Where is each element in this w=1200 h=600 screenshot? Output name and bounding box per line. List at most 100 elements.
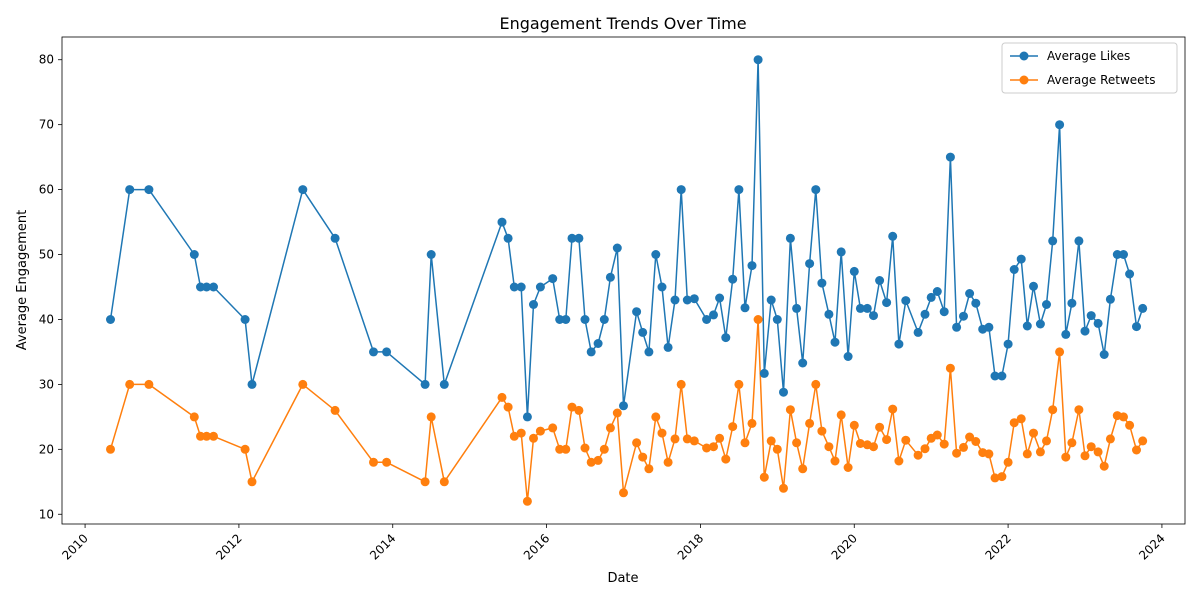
data-point-likes xyxy=(920,309,930,319)
data-point-retweets xyxy=(824,442,834,452)
data-point-retweets xyxy=(805,418,815,428)
y-tick-label: 50 xyxy=(39,248,54,262)
data-point-retweets xyxy=(503,402,513,412)
data-point-likes xyxy=(824,309,834,319)
data-point-retweets xyxy=(901,435,911,445)
data-point-retweets xyxy=(574,405,584,415)
data-point-likes xyxy=(689,294,699,304)
data-point-retweets xyxy=(952,448,962,458)
data-point-retweets xyxy=(1086,442,1096,452)
data-point-likes xyxy=(913,327,923,337)
data-point-likes xyxy=(1086,311,1096,321)
legend-label-likes: Average Likes xyxy=(1047,49,1130,63)
data-point-likes xyxy=(901,296,911,306)
data-point-likes xyxy=(728,274,738,284)
data-point-retweets xyxy=(1048,405,1058,415)
data-point-likes xyxy=(106,315,115,324)
data-point-likes xyxy=(875,276,885,285)
data-point-retweets xyxy=(959,442,968,452)
data-point-likes xyxy=(1003,339,1013,349)
data-point-likes xyxy=(715,293,725,303)
data-point-likes xyxy=(798,358,808,368)
data-point-likes xyxy=(785,233,795,243)
data-point-retweets xyxy=(106,444,115,454)
data-point-retweets xyxy=(747,418,757,428)
data-point-retweets xyxy=(740,438,750,448)
data-point-likes xyxy=(144,185,154,195)
y-axis-label: Average Engagement xyxy=(15,210,30,350)
data-point-likes xyxy=(574,233,584,243)
data-point-retweets xyxy=(753,315,763,324)
data-point-retweets xyxy=(330,405,340,415)
data-point-retweets xyxy=(721,454,731,464)
data-point-likes xyxy=(1112,250,1122,259)
data-point-likes xyxy=(965,289,975,298)
data-point-likes xyxy=(855,303,865,313)
data-point-likes xyxy=(240,315,250,324)
y-axis: 10 20 30 40 50 60 70 80 xyxy=(39,53,62,521)
legend-box xyxy=(1001,42,1178,94)
data-point-likes xyxy=(593,339,603,348)
data-point-retweets xyxy=(663,457,673,467)
data-point-likes xyxy=(522,412,532,422)
data-point-likes xyxy=(1138,303,1148,313)
data-point-retweets xyxy=(945,363,955,373)
data-point-likes xyxy=(497,217,507,227)
data-point-likes xyxy=(676,185,686,195)
data-point-retweets xyxy=(426,412,436,422)
data-point-retweets xyxy=(657,428,667,438)
data-point-likes xyxy=(638,327,648,337)
data-point-retweets xyxy=(1016,414,1026,424)
data-point-likes xyxy=(682,295,692,305)
data-point-likes xyxy=(932,287,942,296)
data-point-likes xyxy=(548,274,558,284)
data-point-retweets xyxy=(1009,418,1019,428)
legend: Average Likes Average Retweets xyxy=(1001,42,1178,94)
data-point-likes xyxy=(599,315,609,324)
legend-marker-retweets xyxy=(1019,75,1029,85)
data-point-retweets xyxy=(855,439,865,448)
data-point-likes xyxy=(612,243,622,253)
data-point-likes xyxy=(721,333,731,343)
data-point-retweets xyxy=(599,444,609,454)
data-point-retweets xyxy=(990,473,1000,483)
data-point-likes xyxy=(535,282,545,292)
data-point-likes xyxy=(619,401,628,411)
data-point-likes xyxy=(926,292,936,302)
y-tick-label: 40 xyxy=(39,312,54,326)
data-point-likes xyxy=(817,278,827,288)
data-point-retweets xyxy=(734,379,744,389)
data-point-likes xyxy=(997,371,1007,381)
data-point-likes xyxy=(516,282,526,292)
data-point-retweets xyxy=(971,437,981,446)
data-point-retweets xyxy=(709,442,718,452)
data-point-retweets xyxy=(619,488,628,498)
plot-frame xyxy=(61,36,1186,525)
data-point-likes xyxy=(1093,318,1103,328)
data-point-likes xyxy=(849,266,859,276)
data-point-likes xyxy=(1067,298,1077,308)
data-point-retweets xyxy=(605,423,615,433)
data-point-retweets xyxy=(439,477,449,487)
data-point-likes xyxy=(1022,321,1032,331)
data-point-likes xyxy=(586,347,596,357)
data-point-likes xyxy=(759,368,769,378)
data-point-retweets xyxy=(1138,436,1148,446)
data-point-retweets xyxy=(1132,445,1141,455)
data-point-likes xyxy=(1035,319,1045,329)
data-point-likes xyxy=(561,315,571,324)
chart-title: Engagement Trends Over Time xyxy=(499,14,746,33)
data-point-likes xyxy=(1061,329,1071,339)
data-point-retweets xyxy=(984,449,994,459)
data-point-likes xyxy=(945,152,955,162)
y-tick-label: 70 xyxy=(39,118,54,132)
data-point-retweets xyxy=(817,426,827,436)
data-point-retweets xyxy=(382,457,392,467)
data-point-retweets xyxy=(676,379,686,389)
data-point-retweets xyxy=(1061,452,1071,462)
data-point-retweets xyxy=(586,457,596,467)
data-point-retweets xyxy=(1029,428,1038,438)
data-point-retweets xyxy=(522,496,532,506)
data-point-retweets xyxy=(759,472,769,482)
